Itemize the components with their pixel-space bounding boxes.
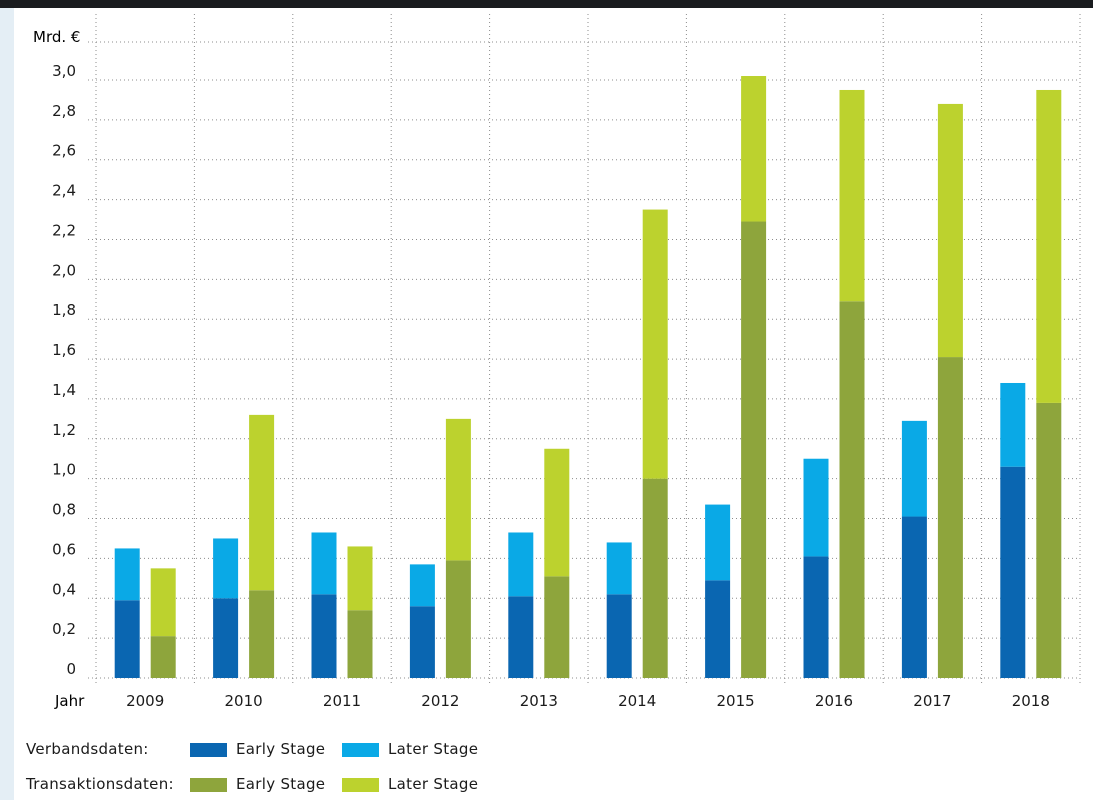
bar-verbandsdaten-later-stage [213, 538, 239, 599]
bar-verbandsdaten-later-stage [606, 542, 632, 595]
bar-transaktionsdaten-later-stage [150, 568, 176, 637]
x-tick-label: 2011 [323, 692, 361, 710]
y-tick-label: 0,6 [52, 540, 76, 558]
bar-verbandsdaten-early-stage [606, 594, 632, 678]
bar-transaktionsdaten-early-stage [249, 590, 275, 678]
bar-verbandsdaten-later-stage [705, 504, 731, 581]
bar-transaktionsdaten-early-stage [741, 221, 767, 678]
x-tick-label: 2014 [618, 692, 656, 710]
bar-transaktionsdaten-early-stage [544, 576, 570, 678]
x-tick-label: 2018 [1012, 692, 1050, 710]
x-tick-label: 2013 [520, 692, 558, 710]
bar-transaktionsdaten-early-stage [642, 478, 668, 678]
bar-verbandsdaten-early-stage [1000, 466, 1026, 678]
left-margin-strip [0, 8, 14, 800]
bar-transaktionsdaten-early-stage [1036, 402, 1062, 678]
bar-transaktionsdaten-later-stage [741, 76, 767, 222]
bar-transaktionsdaten-early-stage [445, 560, 471, 678]
y-tick-label: 1,0 [52, 461, 76, 479]
legend-swatch-early-stage [190, 743, 227, 757]
legend-label-later-stage: Later Stage [388, 775, 479, 793]
bar-verbandsdaten-early-stage [213, 598, 239, 678]
y-tick-label: 0,8 [52, 501, 76, 519]
x-tick-labels: 2009 2010 2011 2012 2013 2014 2015 2016 2017 2018 [126, 692, 1050, 710]
x-tick-label: 2015 [717, 692, 755, 710]
y-tick-label: 2,0 [52, 261, 76, 279]
bar-verbandsdaten-early-stage [409, 606, 435, 678]
bar-verbandsdaten-later-stage [1000, 382, 1026, 467]
bar-verbandsdaten-later-stage [508, 532, 534, 597]
legend-group-title: Verbandsdaten: [26, 740, 149, 758]
bar-verbandsdaten-later-stage [311, 532, 337, 595]
bar-verbandsdaten-early-stage [508, 596, 534, 678]
bar-transaktionsdaten-early-stage [937, 357, 963, 678]
legend-swatch-later-stage [342, 778, 379, 792]
y-tick-label: 2,6 [52, 142, 76, 160]
bar-verbandsdaten-later-stage [114, 548, 140, 601]
bar-transaktionsdaten-later-stage [642, 209, 668, 479]
y-tick-labels: 0 0,2 0,4 0,6 0,8 1,0 1,2 1,4 1,6 1,8 2,0 2,2 2,4 2,6… [52, 62, 76, 678]
bar-verbandsdaten-early-stage [705, 580, 731, 678]
legend-swatch-later-stage [342, 743, 379, 757]
bar-verbandsdaten-later-stage [803, 458, 829, 557]
bar-transaktionsdaten-later-stage [347, 546, 373, 611]
bars [114, 76, 1062, 678]
bar-verbandsdaten-early-stage [311, 594, 337, 678]
bar-verbandsdaten-later-stage [901, 420, 927, 517]
stacked-bar-chart: 0 0,2 0,4 0,6 0,8 1,0 1,2 1,4 1,6 1,8 2,0 2,2 2,4 2,6… [33, 14, 1081, 710]
x-tick-label: 2016 [815, 692, 853, 710]
grid-lines [88, 14, 1081, 686]
y-tick-label: 0,4 [52, 580, 76, 598]
bar-transaktionsdaten-early-stage [347, 610, 373, 678]
legend-label-early-stage: Early Stage [236, 775, 326, 793]
bar-transaktionsdaten-later-stage [445, 418, 471, 561]
y-tick-label: 1,2 [52, 421, 76, 439]
bar-verbandsdaten-early-stage [114, 600, 140, 678]
y-tick-label: 1,6 [52, 341, 76, 359]
bar-transaktionsdaten-later-stage [839, 89, 865, 302]
legend-label-early-stage: Early Stage [236, 740, 326, 758]
y-tick-label: 2,4 [52, 182, 76, 200]
legend-group-title: Transaktionsdaten: [26, 775, 174, 793]
y-tick-label: 2,2 [52, 221, 76, 239]
bar-transaktionsdaten-later-stage [937, 103, 963, 358]
y-tick-label: 0,2 [52, 620, 76, 638]
legend-swatch-early-stage [190, 778, 227, 792]
bar-transaktionsdaten-later-stage [1036, 89, 1062, 403]
bar-verbandsdaten-early-stage [803, 556, 829, 678]
y-tick-label: 2,8 [52, 102, 76, 120]
legend-label-later-stage: Later Stage [388, 740, 479, 758]
bar-verbandsdaten-later-stage [409, 564, 435, 607]
x-tick-label: 2009 [126, 692, 164, 710]
x-tick-label: 2012 [421, 692, 459, 710]
bar-transaktionsdaten-early-stage [839, 301, 865, 678]
bar-transaktionsdaten-early-stage [150, 636, 176, 678]
bar-verbandsdaten-early-stage [901, 516, 927, 678]
bar-transaktionsdaten-later-stage [544, 448, 570, 577]
x-axis-label: Jahr [54, 692, 85, 710]
y-tick-label: 1,4 [52, 381, 76, 399]
y-tick-label: 3,0 [52, 62, 76, 80]
y-tick-label: 0 [66, 660, 76, 678]
top-rule [0, 0, 1093, 8]
x-tick-label: 2010 [225, 692, 263, 710]
bar-transaktionsdaten-later-stage [249, 414, 275, 591]
y-axis-label: Mrd. € [33, 28, 80, 46]
x-tick-label: 2017 [913, 692, 951, 710]
y-tick-label: 1,8 [52, 301, 76, 319]
